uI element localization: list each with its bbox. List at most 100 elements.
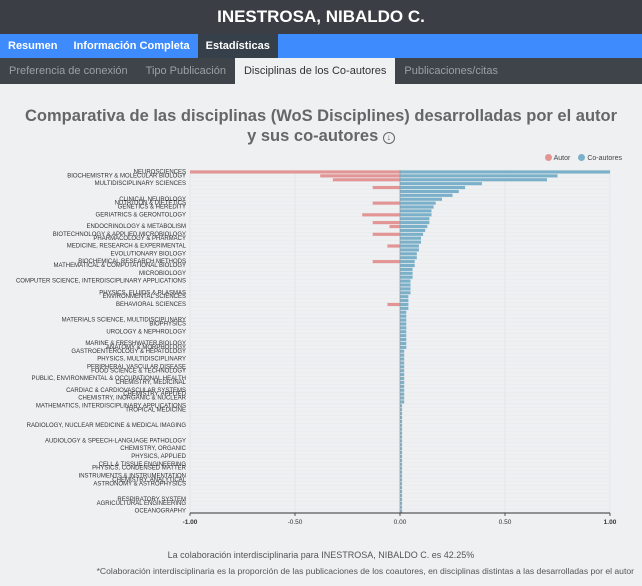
bar-coautores (400, 283, 411, 287)
bar-coautores (400, 439, 403, 443)
bar-coautores (400, 275, 413, 279)
bar-coautores (400, 322, 407, 326)
subtab-disciplinas-coautores[interactable]: Disciplinas de los Co-autores (234, 58, 396, 84)
bar-coautores (400, 384, 405, 388)
bar-coautores (400, 263, 415, 268)
category-label: ENVIRONMENTAL SCIENCES (103, 294, 186, 300)
subtab-publicaciones-citas[interactable]: Publicaciones/citas (404, 65, 498, 77)
category-label: MARINE & FRESHWATER BIOLOGY (85, 341, 186, 347)
bar-coautores (400, 490, 403, 494)
legend-item-coautores[interactable]: Co-autores (578, 154, 622, 162)
author-title: INESTROSA, NIBALDO C. (0, 0, 642, 34)
bar-coautores (400, 353, 405, 357)
subtab-preferencia-conexion[interactable]: Preferencia de conexión (9, 65, 128, 77)
chart-legend: Autor Co-autores (544, 154, 622, 162)
bar-coautores (400, 228, 426, 232)
bar-coautores (400, 349, 405, 353)
bar-coautores (400, 493, 403, 498)
bar-coautores (400, 291, 411, 295)
bar-coautores (400, 213, 432, 217)
category-label: CLINICAL NEUROLOGY (119, 197, 186, 203)
bar-coautores (400, 470, 403, 474)
bar-coautores (400, 170, 610, 174)
bar-coautores (400, 318, 407, 322)
tab-resumen[interactable]: Resumen (8, 40, 58, 52)
bar-coautores (400, 295, 409, 299)
category-label: COMPUTER SCIENCE, INTERDISCIPLINARY APPL… (16, 279, 186, 285)
bar-coautores (400, 486, 403, 490)
bar-autor (372, 232, 400, 236)
bar-coautores (400, 178, 547, 182)
bar-autor (190, 170, 400, 174)
category-label: CARDIAC & CARDIOVASCULAR SYSTEMS (66, 388, 186, 394)
bar-coautores (400, 415, 403, 420)
category-label: TROPICAL MEDICINE (125, 407, 186, 413)
legend-item-autor[interactable]: Autor (544, 154, 571, 162)
bar-coautores (400, 326, 407, 330)
bar-coautores (400, 185, 466, 190)
bar-coautores (400, 454, 403, 459)
category-label: NUTRITION & DIETETICS (115, 201, 186, 207)
category-label: AGRICULTURAL ENGINEERING (97, 501, 187, 507)
bar-coautores (400, 404, 403, 408)
category-label: AUDIOLOGY & SPEECH-LANGUAGE PATHOLOGY (45, 438, 186, 444)
bar-coautores (400, 201, 436, 205)
chart-panel: Comparativa de las disciplinas (WoS Disc… (0, 84, 642, 586)
collaboration-footnote: *Colaboración interdisciplinaria es la p… (96, 566, 634, 576)
bar-coautores (400, 423, 403, 427)
tab-estadisticas[interactable]: Estadísticas (197, 34, 278, 58)
bar-coautores (400, 478, 403, 482)
bar-coautores (400, 501, 403, 505)
bar-coautores (400, 236, 421, 240)
category-label: PHYSICS, CONDENSED MATTER (92, 466, 187, 472)
bar-coautores (400, 427, 403, 431)
category-label: RESPIRATORY SYSTEM (117, 497, 186, 503)
bar-coautores (400, 451, 403, 455)
bar-coautores (400, 392, 405, 396)
sub-nav: Preferencia de conexión Tipo Publicación… (0, 58, 642, 84)
bar-coautores (400, 341, 407, 345)
bar-autor (372, 201, 400, 205)
bar-coautores (400, 419, 403, 423)
bar-autor (389, 224, 400, 229)
bar-coautores (400, 244, 419, 248)
bar-coautores (400, 400, 405, 404)
category-label: MATHEMATICS, INTERDISCIPLINARY APPLICATI… (36, 403, 186, 409)
legend-label-autor: Autor (553, 155, 571, 162)
bar-coautores (400, 435, 403, 439)
tab-informacion-completa[interactable]: Información Completa (73, 40, 190, 52)
category-label: GERIATRICS & GERONTOLOGY (96, 212, 186, 218)
bar-coautores (400, 466, 403, 470)
collaboration-summary: La colaboración interdisciplinaria para … (167, 550, 475, 560)
bar-coautores (400, 189, 459, 193)
subtab-tipo-publicacion[interactable]: Tipo Publicación (145, 65, 226, 77)
category-label: MICROBIOLOGY (139, 271, 186, 277)
x-tick-label: 0.50 (499, 519, 512, 526)
bar-coautores (400, 334, 407, 338)
category-label: PHARMACOLOGY & PHARMACY (93, 236, 186, 242)
bar-coautores (400, 197, 442, 201)
category-label: EVOLUTIONARY BIOLOGY (111, 251, 186, 257)
bar-coautores (400, 443, 403, 447)
bar-coautores (400, 193, 453, 197)
bar-coautores (400, 376, 405, 381)
category-label: PHYSICS, FLUIDS & PLASMAS (99, 290, 186, 296)
bar-coautores (400, 338, 407, 342)
bar-coautores (400, 260, 415, 264)
bar-coautores (400, 252, 417, 256)
category-label: MATHEMATICAL & COMPUTATIONAL BIOLOGY (54, 263, 186, 269)
category-label: BIOCHEMISTRY & MOLECULAR BIOLOGY (67, 173, 186, 179)
bar-coautores (400, 209, 432, 213)
category-label: MULTIDISCIPLINARY SCIENCES (95, 181, 186, 187)
download-circle-icon[interactable]: ↓ (382, 132, 395, 144)
bar-coautores (400, 388, 405, 392)
x-tick-label: 0.00 (394, 519, 407, 526)
category-label: GENETICS & HEREDITY (118, 205, 186, 211)
category-label: MATERIALS SCIENCE, MULTIDISCIPLINARY (62, 318, 186, 324)
bar-coautores (400, 509, 403, 513)
category-label: OCEANOGRAPHY (135, 509, 186, 515)
category-label: ENDOCRINOLOGY & METABOLISM (87, 224, 186, 230)
category-label: RADIOLOGY, NUCLEAR MEDICINE & MEDICAL IM… (27, 423, 187, 429)
bar-autor (372, 185, 400, 190)
